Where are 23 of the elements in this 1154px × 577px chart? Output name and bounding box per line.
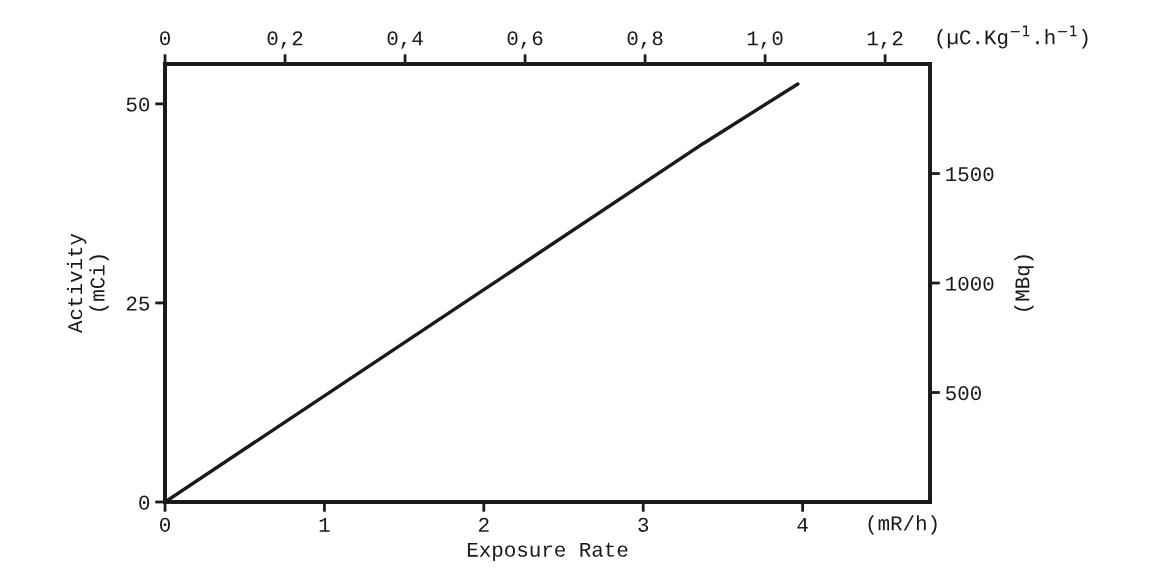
y2-tick-label: 1000 <box>946 276 994 291</box>
x-tick-label: 4 <box>797 517 808 532</box>
y2-axis-title: (MBq) <box>1014 255 1034 311</box>
x-tick-label: 1 <box>319 517 330 532</box>
text: (mR/h) <box>868 515 937 535</box>
y-axis-title: Activity (mCi) <box>66 233 109 334</box>
x2-tick-label: 0,6 <box>507 31 543 49</box>
x-tick-label: 0 <box>160 517 170 532</box>
x-tick-label: 2 <box>479 517 489 532</box>
x2-tick-label: 0,2 <box>267 31 303 49</box>
x2-tick-label: 0,8 <box>627 31 663 49</box>
x2-axis-title: (µC.Kg$^{−1}$.h$^{−1}$) <box>937 25 1088 49</box>
x-axis-title: Exposure Rate <box>467 542 628 561</box>
y-tick-label: 25 <box>126 296 150 311</box>
x2-tick-label: 1,2 <box>867 31 903 49</box>
x2-tick-label: 0 <box>160 31 170 46</box>
x-tick-label: 3 <box>638 517 649 532</box>
y-tick-label: 0 <box>139 495 150 510</box>
x2-tick-label: 1,0 <box>747 31 783 49</box>
x2-tick-label: 0,4 <box>387 31 423 49</box>
y2-tick-label: 500 <box>946 386 981 401</box>
y2-tick-label: 1500 <box>946 167 994 182</box>
y-tick-label: 50 <box>126 97 150 112</box>
